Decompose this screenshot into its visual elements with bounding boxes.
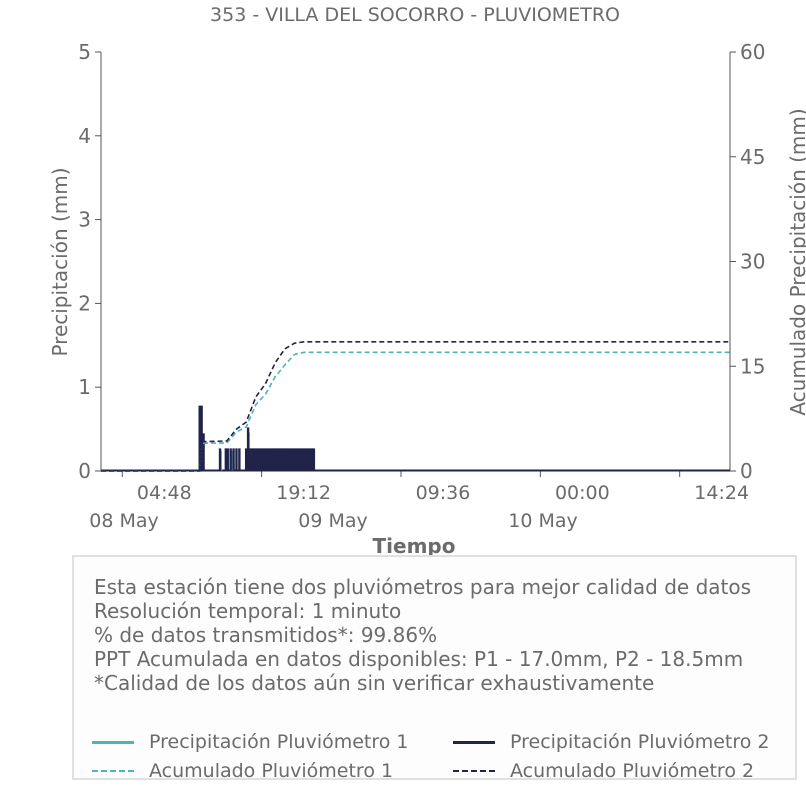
- legend-label: Acumulado Pluviómetro 1: [149, 760, 394, 782]
- y-right-tick-label: 60: [740, 40, 765, 64]
- legend-swatch-p1: [92, 741, 134, 744]
- cumulative-line: [101, 351, 730, 472]
- x-date-label: 09 May: [298, 510, 368, 532]
- x-tick-label: 00:00: [555, 482, 610, 504]
- legend-swatch-acc1: [92, 770, 134, 772]
- y-right-tick-label: 0: [740, 459, 753, 483]
- y-right-tick-label: 15: [740, 354, 765, 378]
- y-left-tick-label: 1: [78, 375, 91, 399]
- x-axis-label: Tiempo: [373, 534, 456, 558]
- legend-swatch-p2: [453, 741, 495, 744]
- y-right-tick-label: 45: [740, 145, 765, 169]
- legend-label: Acumulado Pluviómetro 2: [510, 760, 755, 782]
- legend: Precipitación Pluviómetro 1 Precipitació…: [92, 729, 792, 785]
- cumulative-line: [101, 341, 730, 472]
- legend-label: Precipitación Pluviómetro 1: [149, 731, 409, 753]
- info-line: Resolución temporal: 1 minuto: [94, 599, 402, 623]
- y-left-axis-label: Precipitación (mm): [48, 167, 72, 356]
- y-left-tick-label: 2: [78, 291, 91, 315]
- x-tick-label: 04:48: [137, 482, 192, 504]
- x-tick-label: 09:36: [416, 482, 471, 504]
- x-tick-label: 14:24: [694, 482, 749, 504]
- y-left-tick-label: 4: [78, 124, 91, 148]
- y-left-tick-label: 0: [78, 459, 91, 483]
- y-right-axis-label: Acumulado Precipitación (mm): [786, 108, 806, 415]
- precipitation-chart: 353 - VILLA DEL SOCORRO - PLUVIOMETRO 0 1 2…: [48, 4, 806, 558]
- legend-label: Precipitación Pluviómetro 2: [510, 731, 770, 753]
- info-line: % de datos transmitidos*: 99.86%: [94, 623, 438, 647]
- info-line: Esta estación tiene dos pluviómetros par…: [94, 575, 752, 599]
- info-box: Esta estación tiene dos pluviómetros par…: [72, 555, 797, 782]
- info-line: *Calidad de los datos aún sin verificar …: [94, 671, 655, 695]
- x-date-label: 08 May: [89, 510, 159, 532]
- chart-title: 353 - VILLA DEL SOCORRO - PLUVIOMETRO: [210, 4, 620, 26]
- info-line: PPT Acumulada en datos disponibles: P1 -…: [94, 647, 744, 671]
- legend-swatch-acc2: [453, 770, 495, 772]
- x-tick-label: 19:12: [276, 482, 331, 504]
- info-lines: Esta estación tiene dos pluviómetros par…: [94, 575, 751, 695]
- y-right-tick-label: 30: [740, 250, 765, 274]
- y-left-tick-label: 3: [78, 208, 91, 232]
- x-date-label: 10 May: [508, 510, 578, 532]
- y-left-tick-label: 5: [78, 40, 91, 64]
